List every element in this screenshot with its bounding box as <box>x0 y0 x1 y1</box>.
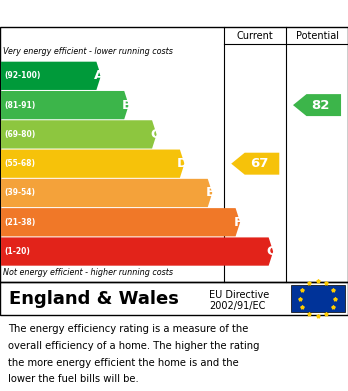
Polygon shape <box>231 153 279 175</box>
Polygon shape <box>1 208 240 237</box>
Text: (21-38): (21-38) <box>5 218 36 227</box>
Text: Very energy efficient - lower running costs: Very energy efficient - lower running co… <box>3 47 173 56</box>
Polygon shape <box>1 62 101 90</box>
Text: EU Directive: EU Directive <box>209 290 269 300</box>
Polygon shape <box>293 94 341 116</box>
Polygon shape <box>1 179 212 207</box>
Text: (1-20): (1-20) <box>5 247 30 256</box>
Polygon shape <box>1 237 273 265</box>
Text: 67: 67 <box>250 157 268 170</box>
Text: (81-91): (81-91) <box>5 100 36 109</box>
Text: B: B <box>122 99 132 111</box>
Text: G: G <box>266 245 277 258</box>
Text: lower the fuel bills will be.: lower the fuel bills will be. <box>8 374 139 384</box>
Text: (92-100): (92-100) <box>5 71 41 80</box>
Bar <box>291 285 345 312</box>
Polygon shape <box>1 91 129 119</box>
Polygon shape <box>1 120 157 149</box>
Text: Current: Current <box>237 30 274 41</box>
Text: C: C <box>150 128 160 141</box>
Text: 82: 82 <box>311 99 330 111</box>
Text: overall efficiency of a home. The higher the rating: overall efficiency of a home. The higher… <box>8 341 259 351</box>
Text: F: F <box>234 216 243 229</box>
Text: Potential: Potential <box>295 30 339 41</box>
Text: The energy efficiency rating is a measure of the: The energy efficiency rating is a measur… <box>8 324 248 334</box>
Text: 2002/91/EC: 2002/91/EC <box>209 301 265 311</box>
Text: A: A <box>94 69 104 83</box>
Text: (69-80): (69-80) <box>5 130 36 139</box>
Text: England & Wales: England & Wales <box>9 289 179 307</box>
Text: D: D <box>177 157 188 170</box>
Text: Not energy efficient - higher running costs: Not energy efficient - higher running co… <box>3 268 174 277</box>
Text: (39-54): (39-54) <box>5 188 35 197</box>
Text: E: E <box>206 187 215 199</box>
Polygon shape <box>1 149 184 178</box>
Text: (55-68): (55-68) <box>5 159 35 168</box>
Text: Energy Efficiency Rating: Energy Efficiency Rating <box>9 6 211 21</box>
Text: the more energy efficient the home is and the: the more energy efficient the home is an… <box>8 357 238 368</box>
